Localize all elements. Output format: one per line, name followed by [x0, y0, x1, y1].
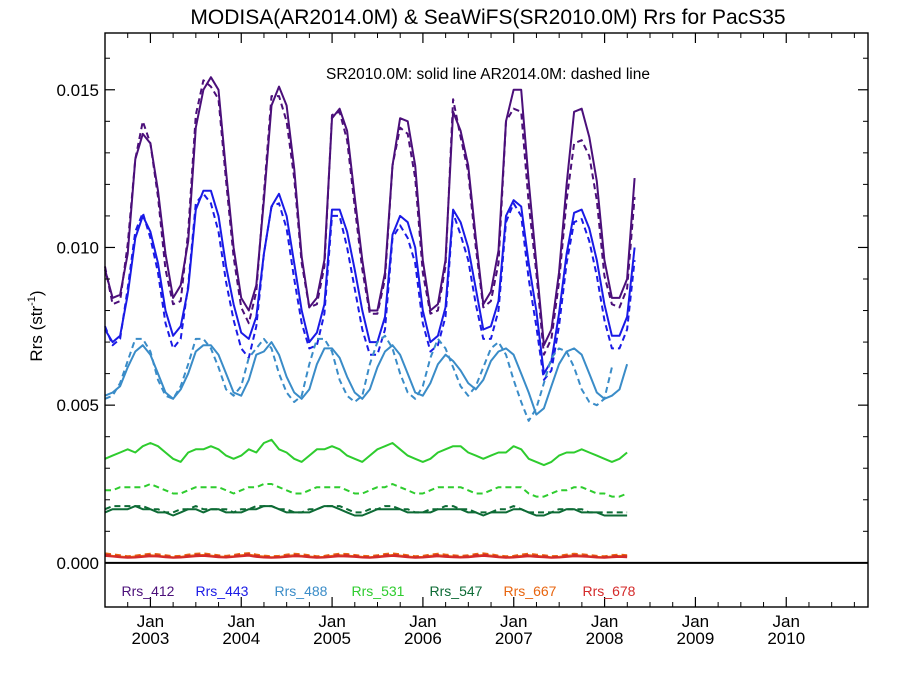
series-line-rrs-488-solid	[104, 341, 629, 416]
y-axis-label: Rrs (str-1)	[26, 290, 46, 361]
series-line-rrs-678-solid	[104, 554, 628, 559]
legend-label-rrs-667: Rrs_667	[504, 583, 557, 599]
legend-label-rrs-488: Rrs_488	[275, 583, 328, 599]
x-tick-label-year: 2005	[313, 629, 351, 648]
x-tick-label-month: Jan	[591, 612, 618, 631]
series-layer	[104, 76, 636, 559]
chart-subtitle: SR2010.0M: solid line AR2014.0M: dashed …	[326, 66, 650, 83]
y-tick-label: 0.005	[56, 396, 99, 415]
y-axis-label-sup: -1	[26, 296, 38, 306]
series-line-rrs-443-dashed	[104, 192, 636, 381]
series-line-rrs-547-dashed	[104, 505, 628, 514]
series-line-rrs-443-solid	[104, 189, 636, 375]
y-tick-label: 0.000	[56, 554, 99, 573]
series-line-rrs-531-dashed	[105, 483, 628, 498]
y-axis-label-main: Rrs (str	[27, 306, 46, 362]
legend-label-rrs-547: Rrs_547	[430, 583, 483, 599]
x-tick-label-month: Jan	[409, 612, 436, 631]
legend-label-rrs-443: Rrs_443	[196, 583, 249, 599]
legend-label-rrs-531: Rrs_531	[352, 583, 405, 599]
legend-label-rrs-678: Rrs_678	[583, 583, 636, 599]
x-tick-label-month: Jan	[318, 612, 345, 631]
y-axis-label-close: )	[27, 290, 46, 296]
x-tick-label-month: Jan	[773, 612, 800, 631]
x-tick-label-year: 2008	[586, 629, 624, 648]
legend-label-rrs-412: Rrs_412	[122, 583, 175, 599]
series-line-rrs-547-solid	[104, 505, 628, 517]
chart-title: MODISA(AR2014.0M) & SeaWiFS(SR2010.0M) R…	[190, 6, 785, 29]
plot-frame	[104, 32, 869, 608]
x-tick-label-month: Jan	[228, 612, 255, 631]
series-line-rrs-488-dashed	[104, 334, 613, 422]
y-tick-label: 0.010	[56, 238, 99, 257]
x-tick-label-year: 2003	[132, 629, 170, 648]
x-tick-label-month: Jan	[137, 612, 164, 631]
x-tick-label-year: 2007	[495, 629, 533, 648]
axes-layer: 0.0000.0050.0100.015Jan2003Jan2004Jan200…	[56, 33, 868, 648]
x-tick-label-year: 2006	[404, 629, 442, 648]
series-line-rrs-531-solid	[104, 438, 628, 467]
x-tick-label-month: Jan	[500, 612, 527, 631]
x-tick-label-month: Jan	[682, 612, 709, 631]
y-tick-label: 0.015	[56, 81, 99, 100]
series-line-rrs-412-solid	[104, 76, 636, 347]
x-tick-label-year: 2004	[222, 629, 260, 648]
legend: Rrs_412 Rrs_443 Rrs_488 Rrs_531 Rrs_547 Rrs_6…	[122, 583, 636, 599]
x-tick-label-year: 2009	[677, 629, 715, 648]
x-tick-label-year: 2010	[767, 629, 805, 648]
